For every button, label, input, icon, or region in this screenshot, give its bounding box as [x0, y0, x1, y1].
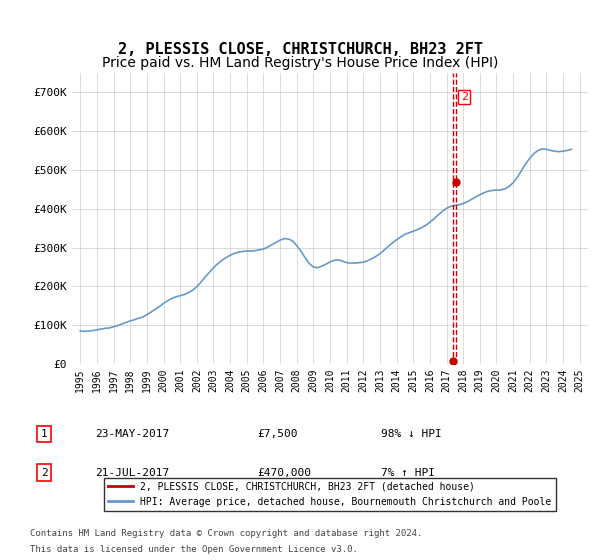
- Text: £470,000: £470,000: [257, 468, 311, 478]
- Text: 1: 1: [41, 429, 47, 439]
- Text: Contains HM Land Registry data © Crown copyright and database right 2024.: Contains HM Land Registry data © Crown c…: [30, 529, 422, 538]
- Text: Price paid vs. HM Land Registry's House Price Index (HPI): Price paid vs. HM Land Registry's House …: [102, 56, 498, 70]
- Text: 7% ↑ HPI: 7% ↑ HPI: [381, 468, 435, 478]
- Text: 2, PLESSIS CLOSE, CHRISTCHURCH, BH23 2FT: 2, PLESSIS CLOSE, CHRISTCHURCH, BH23 2FT: [118, 42, 482, 57]
- Text: 2: 2: [41, 468, 47, 478]
- Text: 2: 2: [461, 92, 468, 102]
- Text: 98% ↓ HPI: 98% ↓ HPI: [381, 429, 442, 439]
- Text: 21-JUL-2017: 21-JUL-2017: [95, 468, 169, 478]
- Text: 23-MAY-2017: 23-MAY-2017: [95, 429, 169, 439]
- Text: This data is licensed under the Open Government Licence v3.0.: This data is licensed under the Open Gov…: [30, 545, 358, 554]
- Text: £7,500: £7,500: [257, 429, 297, 439]
- Legend: 2, PLESSIS CLOSE, CHRISTCHURCH, BH23 2FT (detached house), HPI: Average price, d: 2, PLESSIS CLOSE, CHRISTCHURCH, BH23 2FT…: [104, 478, 556, 511]
